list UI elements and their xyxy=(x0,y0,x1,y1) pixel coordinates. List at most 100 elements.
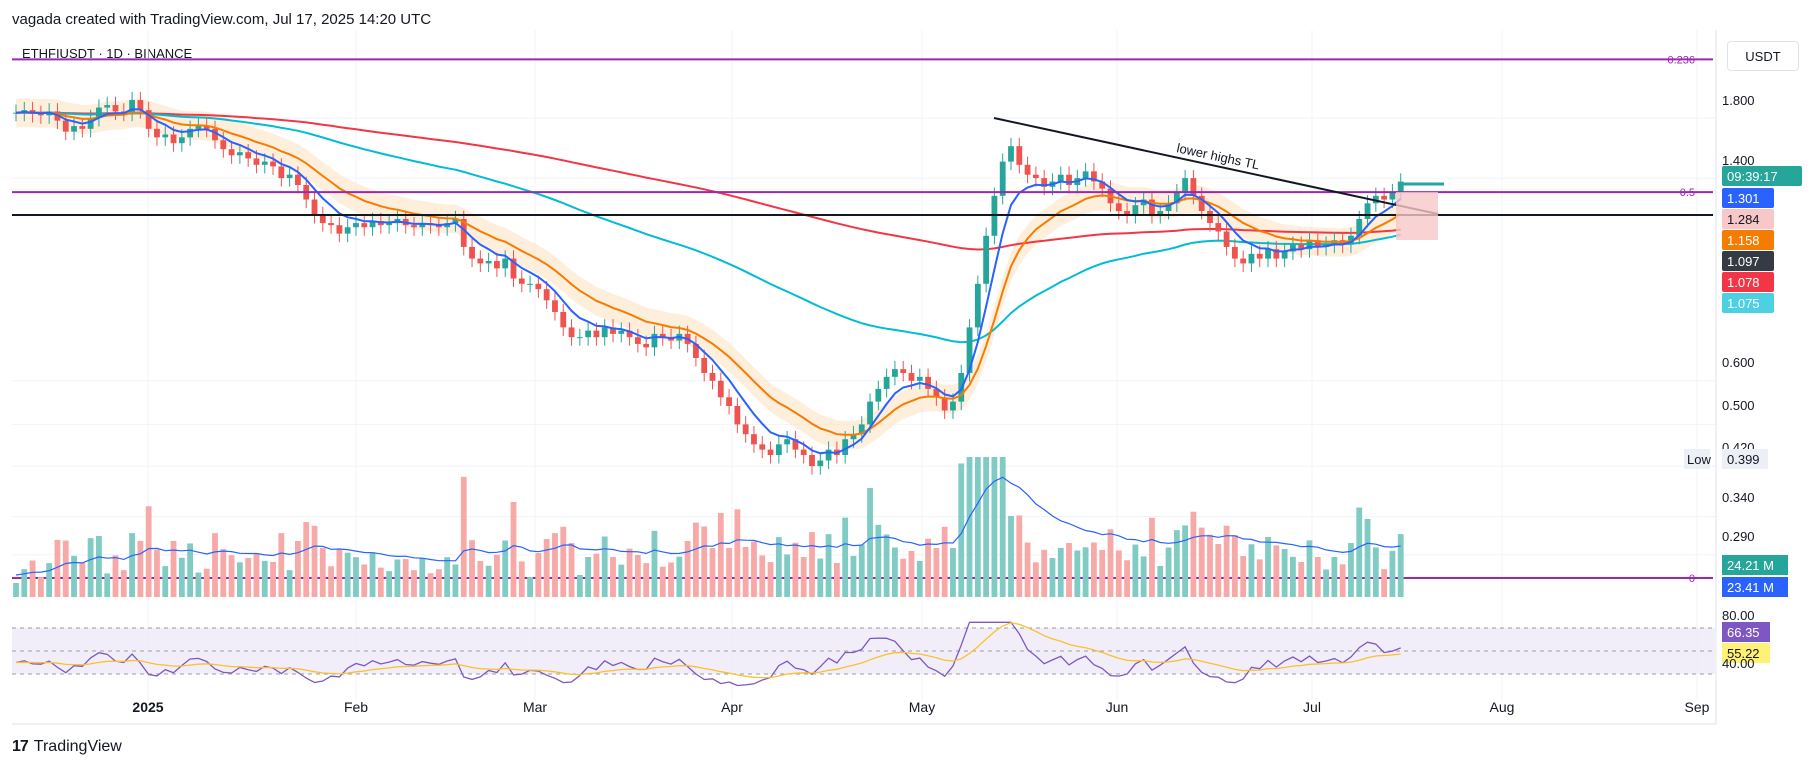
volume-bar xyxy=(452,564,459,597)
volume-bar xyxy=(510,502,517,597)
volume-bar xyxy=(518,561,525,597)
candle-body xyxy=(966,327,973,373)
candle-body xyxy=(999,161,1006,196)
x-tick: Jul xyxy=(1303,699,1321,715)
rsi-line xyxy=(15,621,1401,687)
candle-body xyxy=(610,327,616,334)
volume-bar xyxy=(974,457,981,597)
volume-bar xyxy=(593,553,600,597)
volume-bar xyxy=(1132,544,1139,597)
volume-bar xyxy=(361,564,368,597)
candle-body xyxy=(1057,174,1064,182)
candle-body xyxy=(361,223,368,228)
candle-body xyxy=(228,149,235,156)
volume-bar xyxy=(585,557,592,597)
candle-body xyxy=(261,161,268,165)
candle-body xyxy=(518,278,525,284)
rsi-value-text: 66.35 xyxy=(1727,625,1760,640)
volume-bar xyxy=(775,537,782,597)
volume-bar xyxy=(867,488,873,597)
volume-bar xyxy=(1091,542,1097,597)
rsi-ma-line xyxy=(15,622,1401,679)
volume-bar xyxy=(485,565,492,597)
candle-body xyxy=(154,128,160,138)
candle-body xyxy=(1248,253,1255,264)
volume-bar xyxy=(726,547,732,597)
candle-body xyxy=(775,444,782,455)
rsi-value-box xyxy=(1722,622,1770,642)
candle-body xyxy=(1397,181,1404,193)
candle-body xyxy=(659,333,666,338)
currency-button[interactable]: USDT xyxy=(1727,41,1799,71)
volume-bar xyxy=(950,548,956,597)
volume-bar xyxy=(875,524,882,597)
price-label-box xyxy=(1722,166,1802,186)
candle-body xyxy=(62,120,69,132)
volume-bar xyxy=(178,557,185,597)
candle-body xyxy=(510,258,517,279)
volume-bar xyxy=(87,538,94,597)
footer: 17 TradingView xyxy=(12,738,122,756)
volume-bar xyxy=(1256,559,1263,597)
volume-bar xyxy=(1231,535,1238,597)
candle-body xyxy=(1273,249,1280,259)
volume-bar xyxy=(767,562,774,597)
price-chart[interactable]: 0.236 0.5 0 lower highs TL 1.800 1.400 0.600 0.… xyxy=(0,0,1814,730)
rsi-ma-box xyxy=(1722,643,1770,663)
candle-body xyxy=(883,376,890,389)
price-label-box xyxy=(1722,272,1774,292)
volume-bar xyxy=(1290,556,1296,597)
volume-bar xyxy=(319,548,326,597)
candle-body xyxy=(751,434,757,445)
candle-body xyxy=(1066,174,1072,186)
candle-body xyxy=(494,260,500,269)
candle-body xyxy=(1314,240,1321,247)
symbol-label[interactable]: ETHFIUSDT · 1D · BINANCE xyxy=(22,46,193,61)
volume-bar xyxy=(270,562,276,597)
level-label: 0.236 xyxy=(1667,54,1695,66)
price-label-text: 1.158 xyxy=(1727,233,1760,248)
chart-attribution: vagada created with TradingView.com, Jul… xyxy=(12,11,432,28)
candle-body xyxy=(552,300,558,312)
volume-bar xyxy=(344,552,351,597)
x-tick: 2025 xyxy=(132,699,163,715)
volume-bar xyxy=(709,547,716,597)
tradingview-brand: TradingView xyxy=(33,738,122,755)
volume-bar xyxy=(328,566,334,597)
volume-ma-line xyxy=(15,476,1401,576)
volume-bar xyxy=(286,570,293,597)
volume-label-text: 23.41 M xyxy=(1727,580,1774,595)
volume-bar xyxy=(1024,542,1031,597)
candle-body xyxy=(236,152,243,156)
volume-bar xyxy=(1372,547,1379,597)
volume-bar xyxy=(253,553,260,597)
candle-body xyxy=(485,260,492,264)
volume-bar xyxy=(916,561,923,597)
volume-bar xyxy=(228,555,235,597)
volume-bar xyxy=(717,513,724,597)
candle-body xyxy=(328,223,334,226)
candle-body xyxy=(585,330,592,338)
candle-body xyxy=(419,223,426,228)
volume-bar xyxy=(618,564,625,597)
candle-body xyxy=(344,227,351,234)
candle-body xyxy=(784,439,791,445)
candle-body xyxy=(411,225,417,228)
candle-body xyxy=(87,117,94,129)
x-tick: Mar xyxy=(523,699,547,715)
volume-bar xyxy=(676,556,683,597)
x-tick: Feb xyxy=(344,699,368,715)
volume-bar xyxy=(1314,557,1321,597)
volume-bar xyxy=(154,549,160,597)
lower-highs-trendline xyxy=(993,117,1439,215)
rsi-tick: 80.00 xyxy=(1722,608,1755,623)
volume-bar xyxy=(494,554,500,597)
grid xyxy=(12,30,1716,700)
level-label: 0.5 xyxy=(1680,187,1695,199)
volume-bar xyxy=(96,536,102,597)
candle-body xyxy=(618,330,625,334)
volume-bar xyxy=(1273,545,1280,597)
volume-bar xyxy=(552,533,558,597)
volume-bar xyxy=(1331,557,1338,597)
price-tick: 0.340 xyxy=(1722,490,1755,505)
